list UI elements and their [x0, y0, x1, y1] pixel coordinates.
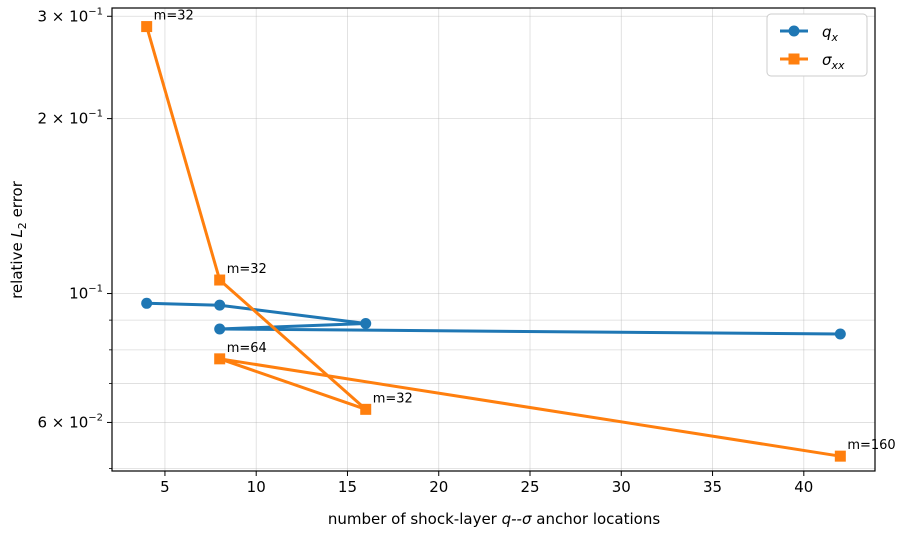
legend-label-sigmaxx: σxx: [822, 51, 845, 72]
y-tick-label: 10−1: [69, 284, 103, 303]
point-annotation: m=32: [373, 391, 413, 406]
data-point: [834, 450, 846, 462]
x-tick-label: 25: [520, 478, 539, 496]
data-point: [141, 297, 153, 309]
point-annotation: m=160: [847, 438, 895, 453]
x-tick-label: 15: [338, 478, 357, 496]
series-layer: [141, 21, 846, 462]
data-point: [360, 318, 372, 330]
legend-label-qx: qx: [822, 23, 839, 44]
x-axis-label: number of shock-layer q--σ anchor locati…: [328, 510, 661, 528]
x-tick-label: 10: [247, 478, 266, 496]
x-tick-label: 5: [160, 478, 170, 496]
grid: [112, 8, 875, 471]
data-point: [214, 323, 226, 335]
legend-marker-sigmaxx: [788, 53, 800, 65]
point-annotation: m=64: [227, 341, 267, 356]
x-tick-label: 20: [429, 478, 448, 496]
legend-marker-qx: [788, 25, 800, 37]
legend-box: [766, 13, 868, 77]
annotations: m=32 m=32 m=32 m=64 m=160: [154, 9, 896, 454]
x-tick-label: 40: [794, 478, 813, 496]
data-point: [214, 353, 226, 365]
x-tick-label: 30: [612, 478, 631, 496]
y-axis-label: relative L2 error: [8, 180, 29, 299]
y-tick-label: 2 × 10−1: [38, 109, 104, 128]
ticks: 5 10 15 20 25 30 35 40 6 × 10−2 10−1 2 × 10−1 3 × 1…: [38, 6, 814, 496]
point-annotation: m=32: [227, 262, 267, 277]
data-point: [141, 21, 153, 33]
legend: qx σxx: [766, 13, 868, 77]
data-point: [214, 274, 226, 286]
x-tick-label: 35: [703, 478, 722, 496]
plot-frame: [111, 7, 876, 472]
y-tick-label: 6 × 10−2: [38, 412, 104, 431]
data-point: [360, 403, 372, 415]
data-point: [834, 328, 846, 340]
y-tick-label: 3 × 10−1: [38, 6, 104, 25]
point-annotation: m=32: [154, 9, 194, 24]
data-point: [214, 299, 226, 311]
